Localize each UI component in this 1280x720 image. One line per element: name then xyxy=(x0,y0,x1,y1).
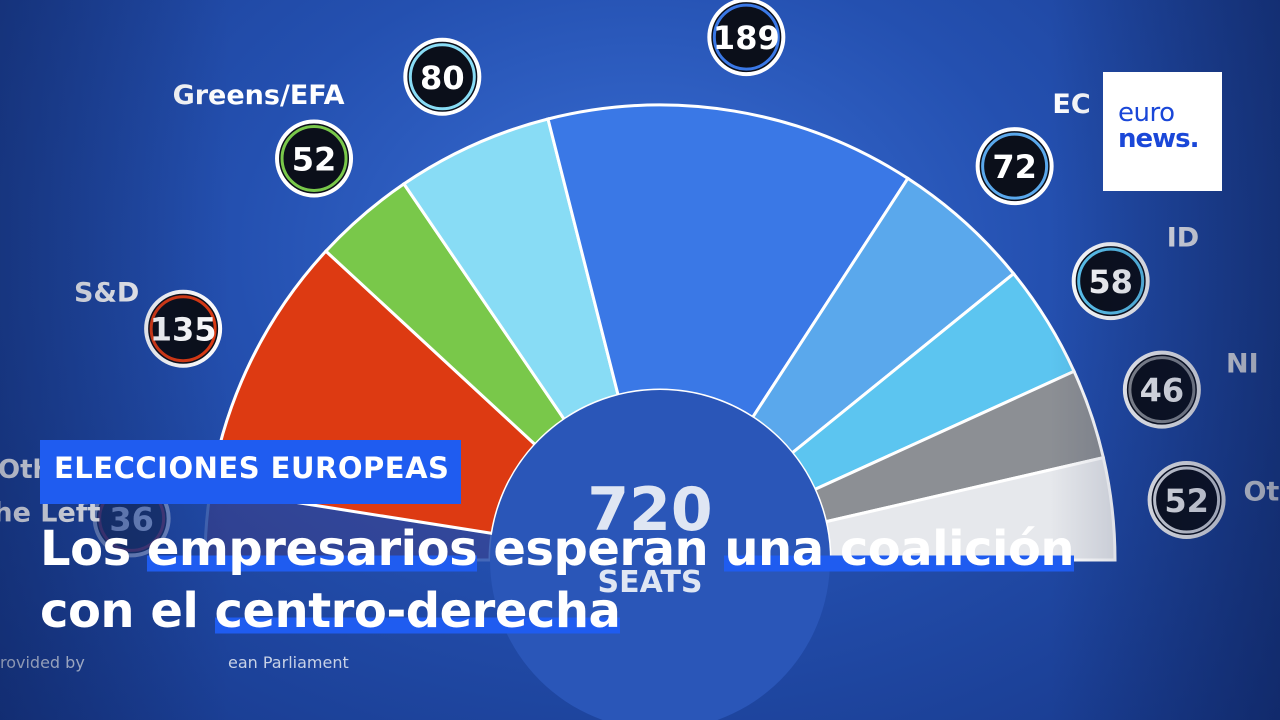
kicker-tag: ELECCIONES EUROPEAS xyxy=(40,440,462,504)
seat-count-badge: 189 xyxy=(707,0,786,77)
headline-word: Los xyxy=(40,521,131,577)
seat-count-badge: 58 xyxy=(1071,242,1150,321)
headline-line-1: Los empresarios esperan una coalición xyxy=(40,518,1270,580)
seat-count-circle xyxy=(975,127,1054,206)
party-label: Oth xyxy=(1243,476,1280,507)
party-label: EC xyxy=(1052,89,1090,120)
seat-count-ring xyxy=(408,43,476,111)
source-credit-left: rovided by xyxy=(0,653,85,672)
seat-count-badge: 80 xyxy=(403,37,482,116)
seat-count-value: 52 xyxy=(1164,482,1209,520)
seat-count-ring xyxy=(981,132,1049,200)
seat-count-value: 52 xyxy=(292,140,337,178)
seat-count-value: 72 xyxy=(992,148,1037,186)
seat-count-badge: 135 xyxy=(144,289,223,368)
party-label: S&D xyxy=(74,278,139,309)
headline-highlight: centro-derecha xyxy=(214,583,621,639)
seat-count-circle xyxy=(707,0,786,77)
seat-count-ring xyxy=(1153,466,1221,534)
seat-count-circle xyxy=(1147,461,1226,540)
logo-text-euro: euro xyxy=(1118,98,1175,128)
seat-count-circle xyxy=(403,37,482,116)
seat-count-ring xyxy=(712,3,780,71)
seat-count-circle xyxy=(1122,350,1201,429)
seat-count-circle xyxy=(275,119,354,198)
headline-word: con el xyxy=(40,583,199,639)
headline-line-2: con el centro-derecha xyxy=(40,580,1270,642)
seat-count-value: 46 xyxy=(1140,372,1185,410)
seat-count-badge: 46 xyxy=(1122,350,1201,429)
headline-word: esperan xyxy=(493,521,709,577)
seat-count-badge: 52 xyxy=(1147,461,1226,540)
headline-highlight: empresarios xyxy=(146,521,478,577)
source-credit-right: ean Parliament xyxy=(228,653,349,672)
seat-count-ring xyxy=(1077,247,1145,315)
seat-count-value: 58 xyxy=(1088,263,1133,301)
party-label: ID xyxy=(1167,222,1199,253)
seat-count-ring xyxy=(280,124,348,192)
seat-count-value: 80 xyxy=(420,59,465,97)
seat-count-circle xyxy=(144,289,223,368)
seat-count-ring xyxy=(1128,356,1196,424)
headline-highlight: una coalición xyxy=(724,521,1075,577)
seat-count-ring xyxy=(149,295,217,363)
seat-count-value: 135 xyxy=(150,311,217,349)
seat-count-badge: 72 xyxy=(975,127,1054,206)
total-seats-value: 720 xyxy=(587,475,712,545)
party-label: Greens/EFA xyxy=(173,80,345,111)
logo-text-news: news. xyxy=(1118,124,1200,154)
headline: Los empresarios esperan una coalición co… xyxy=(40,518,1270,642)
euronews-logo: euro news. xyxy=(1103,72,1222,191)
seat-count-value: 189 xyxy=(713,19,780,57)
party-label: NI xyxy=(1226,348,1259,379)
seat-count-value: 36 xyxy=(109,500,154,538)
seat-count-circle xyxy=(1071,242,1150,321)
seat-count-badge: 52 xyxy=(275,119,354,198)
